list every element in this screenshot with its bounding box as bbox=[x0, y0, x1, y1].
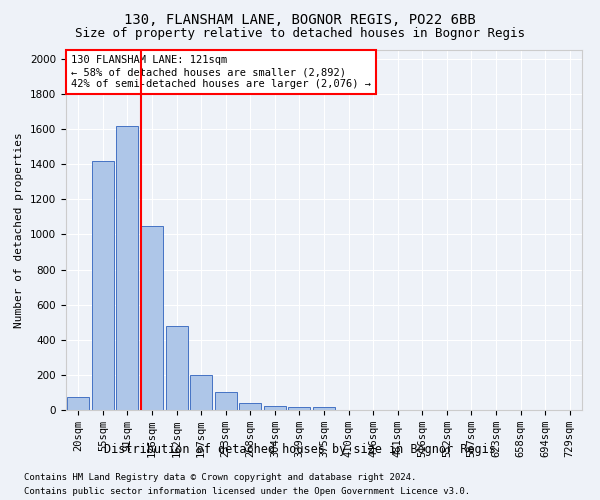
Text: Distribution of detached houses by size in Bognor Regis: Distribution of detached houses by size … bbox=[104, 442, 496, 456]
Bar bbox=[264, 406, 286, 410]
Bar bbox=[289, 408, 310, 410]
Bar bbox=[215, 392, 237, 410]
Bar bbox=[313, 408, 335, 410]
Bar bbox=[141, 226, 163, 410]
Text: 130 FLANSHAM LANE: 121sqm
← 58% of detached houses are smaller (2,892)
42% of se: 130 FLANSHAM LANE: 121sqm ← 58% of detac… bbox=[71, 56, 371, 88]
Bar bbox=[166, 326, 188, 410]
Text: Size of property relative to detached houses in Bognor Regis: Size of property relative to detached ho… bbox=[75, 28, 525, 40]
Bar bbox=[116, 126, 139, 410]
Y-axis label: Number of detached properties: Number of detached properties bbox=[14, 132, 25, 328]
Bar bbox=[92, 160, 114, 410]
Text: 130, FLANSHAM LANE, BOGNOR REGIS, PO22 6BB: 130, FLANSHAM LANE, BOGNOR REGIS, PO22 6… bbox=[124, 12, 476, 26]
Bar bbox=[67, 397, 89, 410]
Bar bbox=[239, 403, 262, 410]
Bar bbox=[190, 375, 212, 410]
Text: Contains HM Land Registry data © Crown copyright and database right 2024.: Contains HM Land Registry data © Crown c… bbox=[24, 472, 416, 482]
Text: Contains public sector information licensed under the Open Government Licence v3: Contains public sector information licen… bbox=[24, 488, 470, 496]
